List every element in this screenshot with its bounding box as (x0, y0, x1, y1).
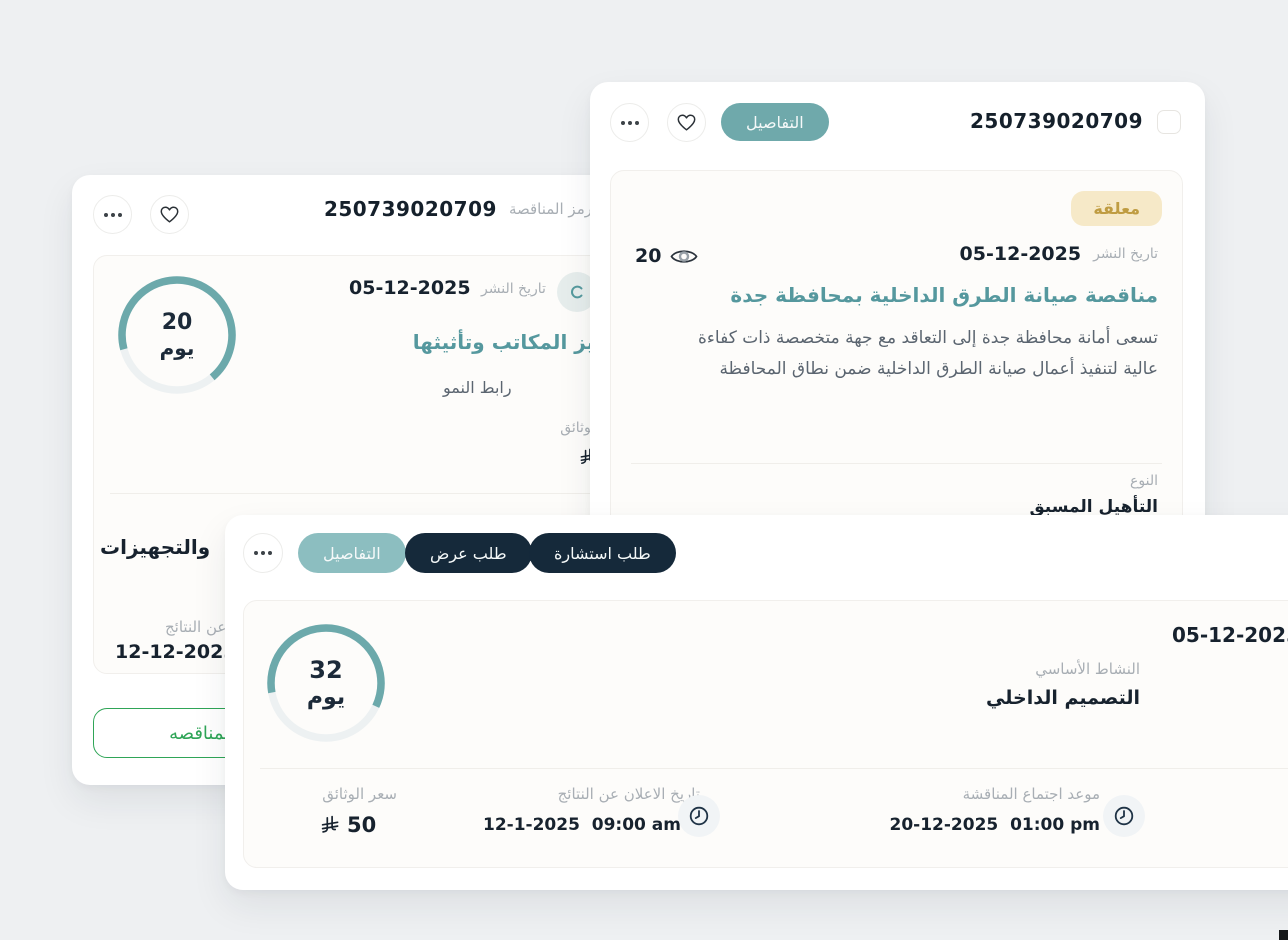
days-unit: يوم (159, 336, 195, 360)
ellipsis-icon (103, 212, 108, 217)
divider (110, 493, 602, 494)
favorite-button[interactable] (667, 103, 706, 142)
tender-title[interactable]: مناقصة صيانة الطرق الداخلية بمحافظة جدة (730, 283, 1158, 307)
details-button[interactable]: التفاصيل (298, 533, 406, 573)
docs-price-label: سعر الوثائق (322, 785, 397, 803)
eye-icon (571, 285, 583, 299)
heart-icon (160, 206, 179, 223)
request-consultation-button[interactable]: طلب استشارة (529, 533, 676, 573)
select-checkbox[interactable] (1157, 110, 1181, 134)
meeting-date-value: 20-12-2025 01:00 pm (889, 815, 1101, 835)
docs-price-value: 50 (347, 813, 377, 837)
status-badge: معلقة (1071, 191, 1162, 226)
ellipsis-icon (254, 551, 258, 555)
heart-icon (677, 114, 696, 131)
more-options-button[interactable] (93, 195, 132, 234)
ellipsis-icon (620, 120, 625, 125)
days-remaining-ring: 32 يوم (265, 622, 387, 744)
days-remaining-ring: 20 يوم (116, 274, 238, 396)
publish-date-label: تاريخ النشر (481, 281, 546, 297)
activity-label: النشاط الأساسي (1035, 660, 1140, 678)
more-options-button[interactable] (243, 533, 283, 573)
tender-code: 250739020709 (970, 109, 1143, 133)
tender-description: تسعى أمانة محافظة جدة إلى التعاقد مع جهة… (698, 328, 1158, 379)
tender-card-front: التفاصيل طلب عرض طلب استشارة 05-12-2025 … (225, 515, 1288, 890)
tender-code-label: رمز المناقصة (508, 200, 592, 218)
meeting-date-label: موعد اجتماع المناقشة (962, 785, 1100, 803)
publish-date: 05-12-2025 (349, 277, 471, 299)
days-unit: يوم (306, 685, 346, 710)
results-date-label: تاريخ الاعلان عن النتائج (557, 785, 700, 803)
type-value: التأهيل المسبق (1029, 497, 1158, 517)
publish-date-label: تاريخ النشر (1093, 246, 1158, 262)
days-value: 32 (309, 656, 343, 684)
results-date: 12-12-2025 (115, 641, 237, 663)
tender-code: 250739020709 (323, 197, 497, 221)
clock-badge (678, 795, 720, 837)
divider (631, 463, 1162, 464)
tender-body-panel: معلقة 20 05-12-2025 تاريخ النشر مناقصة ص… (610, 170, 1183, 532)
type-label: النوع (1130, 473, 1158, 489)
divider (260, 768, 1288, 769)
activity-value: التصميم الداخلي (986, 687, 1140, 709)
clock-badge (1103, 795, 1145, 837)
tender-description-fragment: رابط النمو (443, 378, 512, 397)
favorite-button[interactable] (150, 195, 189, 234)
results-date-value: 12-1-2025 09:00 am (483, 815, 681, 835)
days-value: 20 (161, 310, 193, 335)
tender-card-middle: التفاصيل 250739020709 معلقة 20 05-12-202… (590, 82, 1205, 542)
corner-artifact (1279, 930, 1288, 940)
publish-date: 05-12-2025 (1172, 623, 1288, 647)
publish-date: 05-12-2025 (959, 243, 1082, 265)
more-options-button[interactable] (610, 103, 649, 142)
views-count: 20 (635, 245, 662, 267)
eye-icon (670, 249, 698, 263)
clock-icon (689, 806, 709, 826)
views-counter: 20 (635, 245, 698, 267)
activity-fragment: والتجهيزات (100, 535, 211, 559)
clock-icon (1114, 806, 1134, 826)
details-button[interactable]: التفاصيل (721, 103, 829, 141)
riyal-icon (321, 815, 339, 833)
request-offer-button[interactable]: طلب عرض (405, 533, 532, 573)
